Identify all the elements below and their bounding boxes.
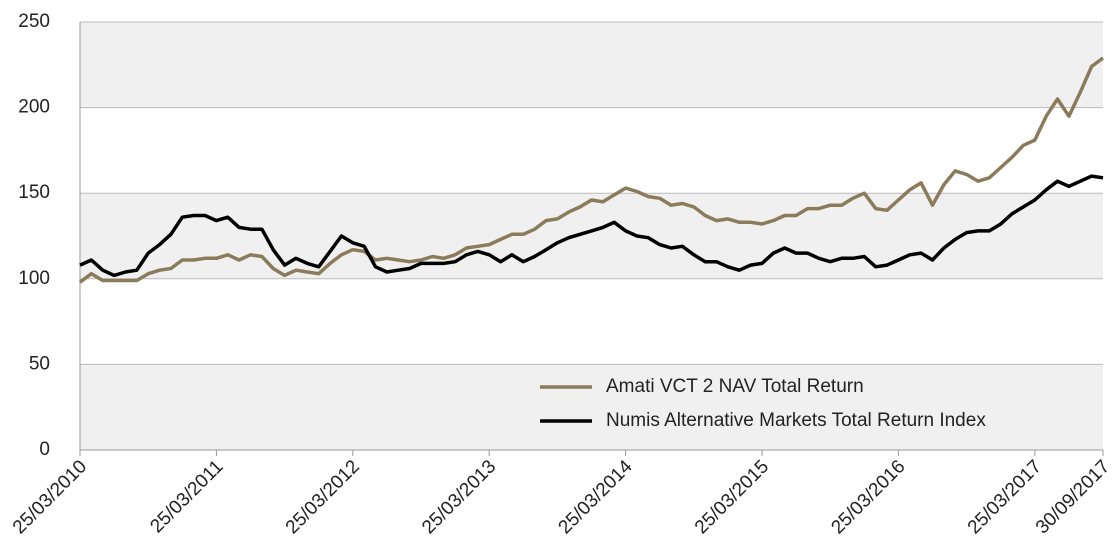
y-tick-label: 250 <box>18 11 50 32</box>
y-tick-label: 100 <box>18 268 50 289</box>
line-series <box>78 56 1105 284</box>
y-tick-label: 150 <box>18 182 50 203</box>
x-tick-label: 30/09/2017 <box>1032 456 1113 538</box>
legend-label: Amati VCT 2 NAV Total Return <box>606 376 864 397</box>
x-tick-label: 25/03/2011 <box>146 456 227 537</box>
legend-label: Numis Alternative Markets Total Return I… <box>606 410 986 431</box>
x-tick-label: 25/03/2010 <box>9 456 91 538</box>
grid-band <box>80 364 1103 450</box>
x-tick-label: 25/03/2016 <box>827 456 909 538</box>
x-tick-label: 25/03/2015 <box>691 456 773 538</box>
y-tick-label: 200 <box>18 97 50 118</box>
x-tick-label: 25/03/2014 <box>555 456 637 538</box>
grid-band <box>80 22 1103 108</box>
line-series <box>79 174 1104 278</box>
x-tick-label: 25/03/2013 <box>418 456 500 538</box>
x-tick-label: 25/03/2012 <box>282 456 364 538</box>
grid-band <box>80 193 1103 279</box>
y-tick-label: 50 <box>29 353 50 374</box>
y-tick-label: 0 <box>39 439 50 460</box>
